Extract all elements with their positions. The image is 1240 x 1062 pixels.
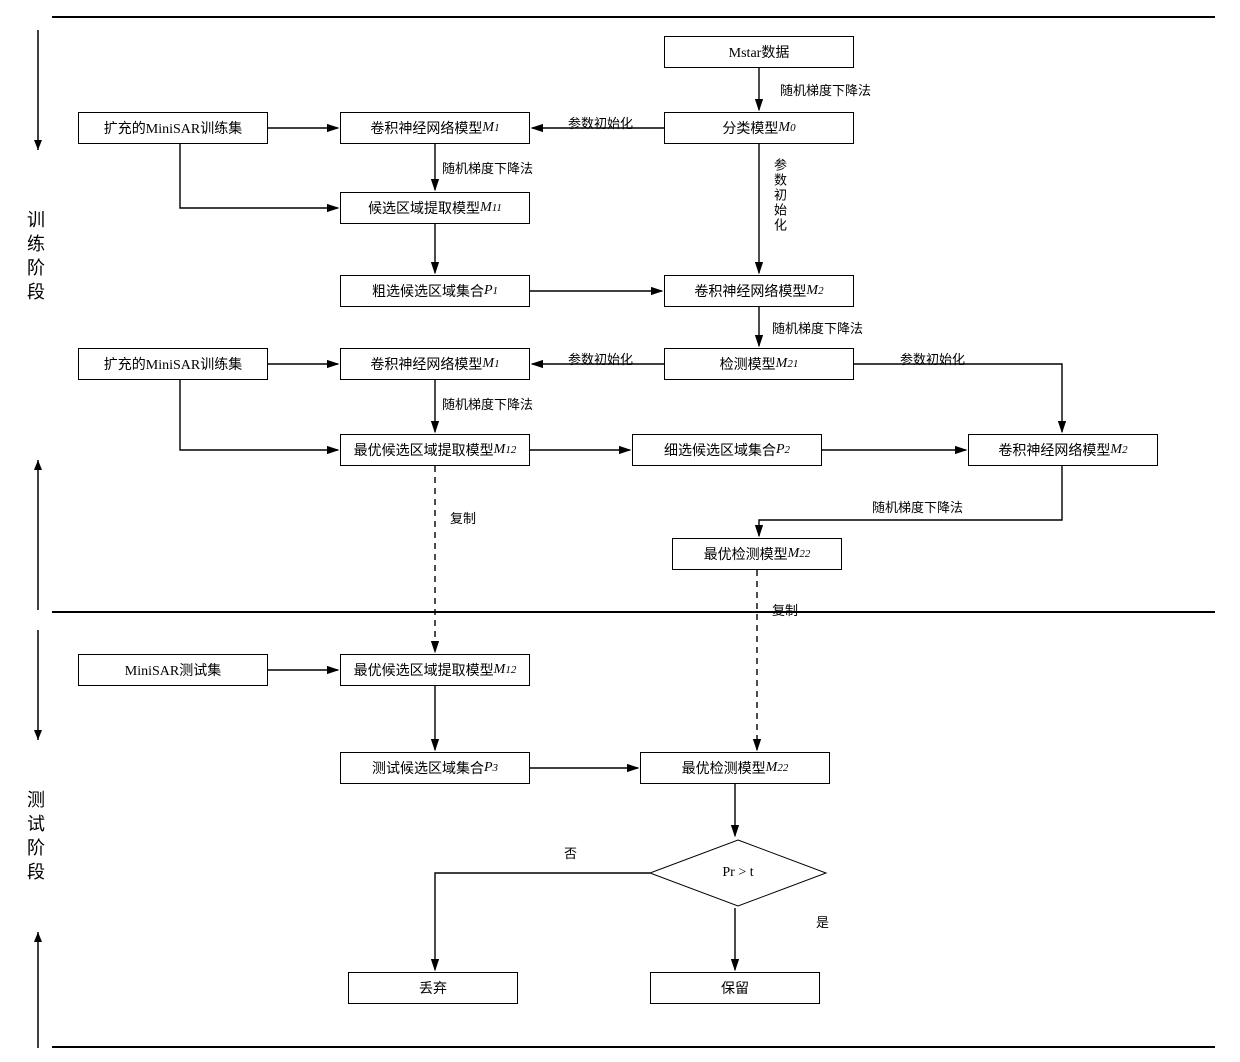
phase-test-arrows-bottom bbox=[28, 920, 48, 1050]
box-sub: 11 bbox=[492, 202, 502, 214]
box-text: MiniSAR测试集 bbox=[125, 660, 221, 680]
box-m12: 最优候选区域提取模型 M12 bbox=[340, 434, 530, 466]
box-text-pre: 分类模型 bbox=[722, 118, 778, 138]
box-text-pre: 卷积神经网络模型 bbox=[998, 440, 1110, 460]
box-sym: M bbox=[776, 356, 788, 372]
label-no: 否 bbox=[564, 843, 577, 862]
box-text: 扩充的MiniSAR训练集 bbox=[104, 118, 242, 138]
box-sub: 3 bbox=[493, 762, 499, 774]
box-sym: M bbox=[1110, 442, 1122, 458]
box-sym: M bbox=[482, 356, 494, 372]
divider-mid bbox=[52, 611, 1215, 613]
label-init1: 参数初始化 bbox=[568, 113, 633, 132]
box-m1a: 卷积神经网络模型 M1 bbox=[340, 112, 530, 144]
decision-diamond: Pr > t bbox=[648, 838, 828, 908]
box-m12-t: 最优候选区域提取模型 M12 bbox=[340, 654, 530, 686]
box-m0: 分类模型 M0 bbox=[664, 112, 854, 144]
box-sym: M bbox=[806, 283, 818, 299]
label-init4: 参数初始化 bbox=[900, 349, 965, 368]
phase-train-arrows bbox=[28, 30, 48, 230]
label-init2v: 参数初始化 bbox=[770, 158, 789, 233]
box-text-pre: 细选候选区域集合 bbox=[664, 440, 776, 460]
label-sgd3: 随机梯度下降法 bbox=[772, 318, 863, 337]
label-copy2: 复制 bbox=[772, 600, 798, 619]
box-sym: M bbox=[494, 662, 506, 678]
box-m22-t: 最优检测模型 M22 bbox=[640, 752, 830, 784]
box-text-pre: 最优候选区域提取模型 bbox=[354, 440, 494, 460]
phase-test-arrows bbox=[28, 630, 48, 790]
box-m11: 候选区域提取模型 M11 bbox=[340, 192, 530, 224]
box-text-pre: 卷积神经网络模型 bbox=[694, 281, 806, 301]
box-sym: M bbox=[788, 546, 800, 562]
box-text: Mstar数据 bbox=[729, 42, 790, 62]
box-m21: 检测模型 M21 bbox=[664, 348, 854, 380]
box-mstar: Mstar数据 bbox=[664, 36, 854, 68]
phase-train-arrows-bottom bbox=[28, 440, 48, 610]
box-text-pre: 最优检测模型 bbox=[704, 544, 788, 564]
box-testset: MiniSAR测试集 bbox=[78, 654, 268, 686]
box-sub: 2 bbox=[785, 444, 791, 456]
phase-train-label: 训练阶段 bbox=[22, 210, 48, 306]
box-sym: P bbox=[484, 283, 493, 299]
box-text: 扩充的MiniSAR训练集 bbox=[104, 354, 242, 374]
box-sub: 22 bbox=[799, 548, 810, 560]
divider-bottom bbox=[52, 1046, 1215, 1048]
box-sym: M bbox=[480, 200, 492, 216]
box-sym: M bbox=[778, 120, 790, 136]
diamond-text: Pr > t bbox=[722, 865, 753, 881]
box-sym: M bbox=[494, 442, 506, 458]
box-sub: 1 bbox=[494, 358, 500, 370]
box-sub: 0 bbox=[790, 122, 796, 134]
box-p2: 细选候选区域集合 P2 bbox=[632, 434, 822, 466]
box-sym: M bbox=[766, 760, 778, 776]
phase-test-label: 测试阶段 bbox=[22, 790, 48, 886]
box-sub: 12 bbox=[505, 664, 516, 676]
box-sub: 12 bbox=[505, 444, 516, 456]
box-m2a: 卷积神经网络模型 M2 bbox=[664, 275, 854, 307]
box-text-pre: 卷积神经网络模型 bbox=[370, 118, 482, 138]
box-sub: 21 bbox=[787, 358, 798, 370]
label-sgd5: 随机梯度下降法 bbox=[872, 497, 963, 516]
box-trainset2: 扩充的MiniSAR训练集 bbox=[78, 348, 268, 380]
arrows-layer bbox=[0, 0, 1240, 1062]
box-text-pre: 粗选候选区域集合 bbox=[372, 281, 484, 301]
box-keep: 保留 bbox=[650, 972, 820, 1004]
box-text-pre: 最优候选区域提取模型 bbox=[354, 660, 494, 680]
box-sub: 1 bbox=[493, 285, 499, 297]
box-trainset1: 扩充的MiniSAR训练集 bbox=[78, 112, 268, 144]
box-sym: P bbox=[484, 760, 493, 776]
box-sym: M bbox=[482, 120, 494, 136]
box-sub: 2 bbox=[818, 285, 824, 297]
label-sgd2: 随机梯度下降法 bbox=[442, 158, 533, 177]
box-discard: 丢弃 bbox=[348, 972, 518, 1004]
box-sub: 22 bbox=[777, 762, 788, 774]
label-init3: 参数初始化 bbox=[568, 349, 633, 368]
label-copy1: 复制 bbox=[450, 508, 476, 527]
box-m1b: 卷积神经网络模型 M1 bbox=[340, 348, 530, 380]
box-text: 丢弃 bbox=[419, 978, 447, 998]
box-text-pre: 候选区域提取模型 bbox=[368, 198, 480, 218]
box-m22: 最优检测模型 M22 bbox=[672, 538, 842, 570]
box-text-pre: 测试候选区域集合 bbox=[372, 758, 484, 778]
box-p3: 测试候选区域集合 P3 bbox=[340, 752, 530, 784]
label-sgd4: 随机梯度下降法 bbox=[442, 394, 533, 413]
box-p1: 粗选候选区域集合 P1 bbox=[340, 275, 530, 307]
box-sub: 1 bbox=[494, 122, 500, 134]
box-m2b: 卷积神经网络模型 M2 bbox=[968, 434, 1158, 466]
label-yes: 是 bbox=[816, 912, 829, 931]
divider-top bbox=[52, 16, 1215, 18]
box-text: 保留 bbox=[721, 978, 749, 998]
box-sym: P bbox=[776, 442, 785, 458]
label-sgd1: 随机梯度下降法 bbox=[780, 80, 871, 99]
box-text-pre: 检测模型 bbox=[720, 354, 776, 374]
box-sub: 2 bbox=[1122, 444, 1128, 456]
box-text-pre: 卷积神经网络模型 bbox=[370, 354, 482, 374]
box-text-pre: 最优检测模型 bbox=[682, 758, 766, 778]
